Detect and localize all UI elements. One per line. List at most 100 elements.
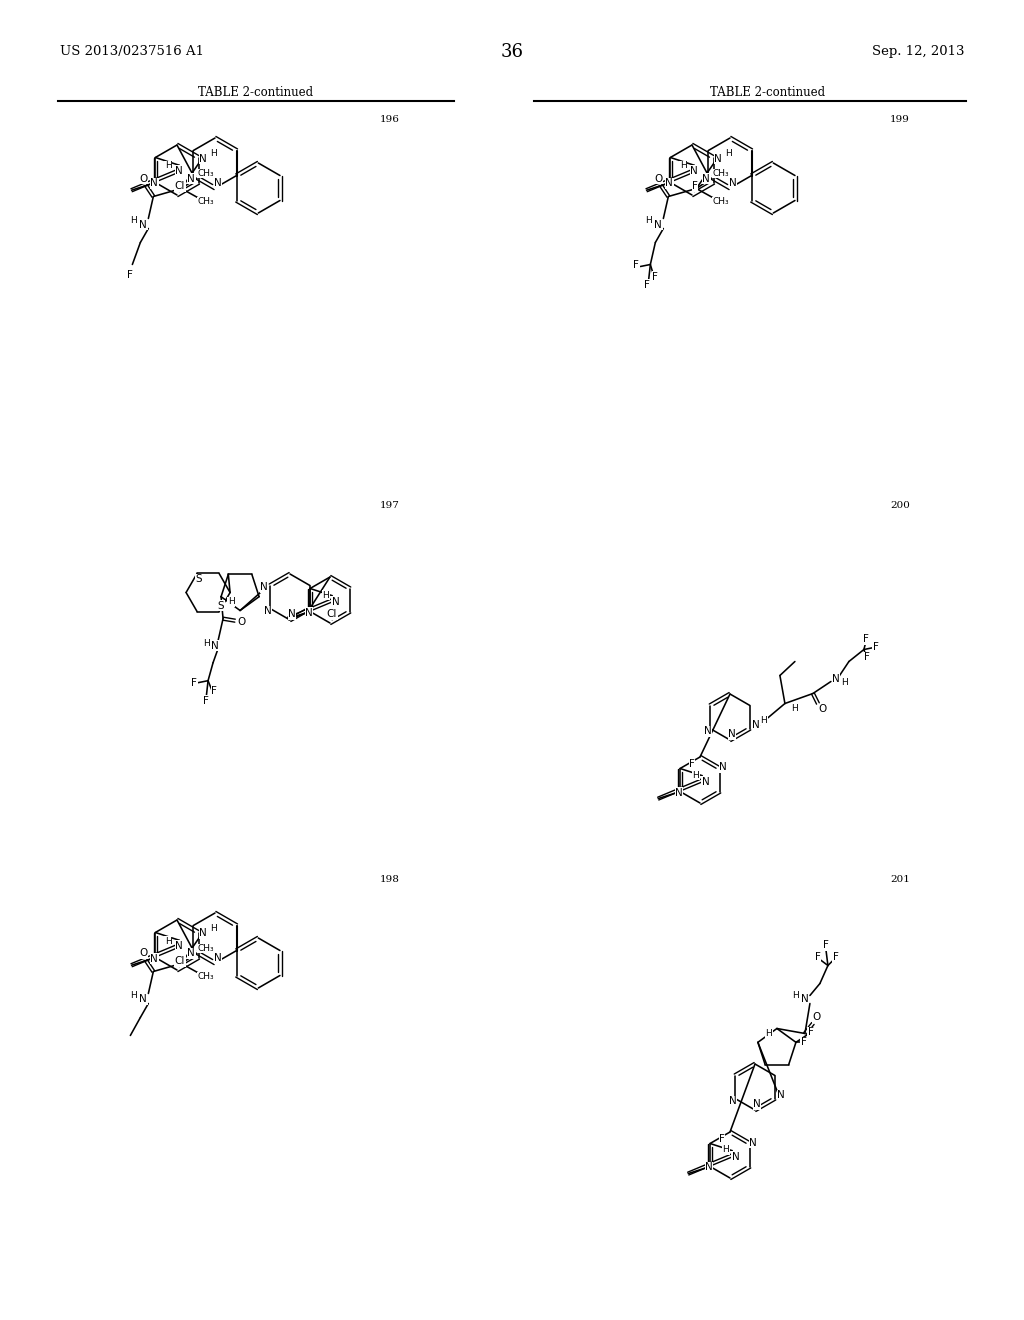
Text: N: N <box>260 582 268 593</box>
Text: F: F <box>644 280 650 289</box>
Text: CH₃: CH₃ <box>197 169 214 178</box>
Text: H: H <box>210 149 217 158</box>
Text: N: N <box>200 928 207 939</box>
Text: N: N <box>214 953 222 964</box>
Text: N: N <box>715 153 722 164</box>
Text: 201: 201 <box>890 875 910 884</box>
Text: N: N <box>801 994 809 1003</box>
Text: O: O <box>813 1012 821 1023</box>
Text: N: N <box>200 153 207 164</box>
Text: H: H <box>761 715 767 725</box>
Text: F: F <box>823 940 828 950</box>
Text: CH₃: CH₃ <box>197 197 214 206</box>
Text: CH₃: CH₃ <box>197 944 214 953</box>
Text: O: O <box>237 616 245 627</box>
Text: S: S <box>196 574 203 585</box>
Text: 199: 199 <box>890 116 910 124</box>
Text: N: N <box>729 178 737 187</box>
Text: N: N <box>719 763 727 772</box>
Text: Cl: Cl <box>175 181 185 191</box>
Text: N: N <box>332 597 340 607</box>
Text: H: H <box>645 216 651 224</box>
Text: F: F <box>689 759 695 770</box>
Text: F: F <box>127 271 133 281</box>
Text: 196: 196 <box>380 116 400 124</box>
Text: N: N <box>728 729 736 739</box>
Text: 36: 36 <box>501 44 523 61</box>
Text: H: H <box>165 161 171 170</box>
Text: H: H <box>680 161 686 170</box>
Text: N: N <box>139 994 147 1005</box>
Text: N: N <box>305 607 313 618</box>
Text: N: N <box>288 609 296 619</box>
Text: N: N <box>675 788 683 797</box>
Text: N: N <box>187 173 196 183</box>
Text: H: H <box>323 590 330 599</box>
Text: 197: 197 <box>380 500 400 510</box>
Text: CH₃: CH₃ <box>712 169 729 178</box>
Text: O: O <box>139 173 147 183</box>
Text: H: H <box>842 678 848 686</box>
Text: N: N <box>175 941 183 950</box>
Text: F: F <box>815 953 821 962</box>
Text: O: O <box>819 705 827 714</box>
Text: O: O <box>139 949 147 958</box>
Text: F: F <box>203 696 209 706</box>
Text: F: F <box>808 1027 814 1038</box>
Text: F: F <box>873 643 879 652</box>
Text: N: N <box>151 178 159 189</box>
Text: N: N <box>211 640 219 651</box>
Text: N: N <box>264 606 272 616</box>
Text: H: H <box>766 1030 772 1038</box>
Text: N: N <box>151 953 159 964</box>
Text: 200: 200 <box>890 500 910 510</box>
Text: N: N <box>666 178 673 189</box>
Text: N: N <box>139 219 147 230</box>
Text: N: N <box>175 166 183 176</box>
Text: F: F <box>863 635 868 644</box>
Text: N: N <box>777 1090 784 1101</box>
Text: F: F <box>801 1038 807 1047</box>
Text: F: F <box>652 272 658 281</box>
Text: H: H <box>227 597 234 606</box>
Text: H: H <box>130 216 137 224</box>
Text: N: N <box>214 178 222 187</box>
Text: TABLE 2-continued: TABLE 2-continued <box>711 86 825 99</box>
Text: N: N <box>753 1100 761 1109</box>
Text: H: H <box>130 991 137 1001</box>
Text: Cl: Cl <box>175 956 185 966</box>
Text: F: F <box>719 1134 725 1144</box>
Text: F: F <box>692 181 698 191</box>
Text: N: N <box>187 949 196 958</box>
Text: 198: 198 <box>380 875 400 884</box>
Text: H: H <box>692 771 699 780</box>
Text: N: N <box>690 166 698 176</box>
Text: F: F <box>211 685 217 696</box>
Text: N: N <box>706 1163 713 1172</box>
Text: N: N <box>752 721 760 730</box>
Text: Sep. 12, 2013: Sep. 12, 2013 <box>871 45 964 58</box>
Text: H: H <box>792 704 799 713</box>
Text: N: N <box>732 1152 739 1162</box>
Text: N: N <box>705 726 712 737</box>
Text: TABLE 2-continued: TABLE 2-continued <box>199 86 313 99</box>
Text: N: N <box>654 219 663 230</box>
Text: CH₃: CH₃ <box>712 197 729 206</box>
Text: H: H <box>203 639 210 648</box>
Text: F: F <box>833 953 839 962</box>
Text: F: F <box>864 652 869 663</box>
Text: N: N <box>702 173 711 183</box>
Text: US 2013/0237516 A1: US 2013/0237516 A1 <box>60 45 204 58</box>
Text: F: F <box>634 260 639 271</box>
Text: H: H <box>723 1146 729 1155</box>
Text: F: F <box>191 677 197 688</box>
Text: CH₃: CH₃ <box>197 972 214 981</box>
Text: H: H <box>165 936 171 945</box>
Text: S: S <box>218 601 224 611</box>
Text: N: N <box>729 1097 737 1106</box>
Text: N: N <box>833 673 840 684</box>
Text: O: O <box>654 173 663 183</box>
Text: N: N <box>749 1138 757 1147</box>
Text: H: H <box>793 991 800 1001</box>
Text: N: N <box>702 777 710 787</box>
